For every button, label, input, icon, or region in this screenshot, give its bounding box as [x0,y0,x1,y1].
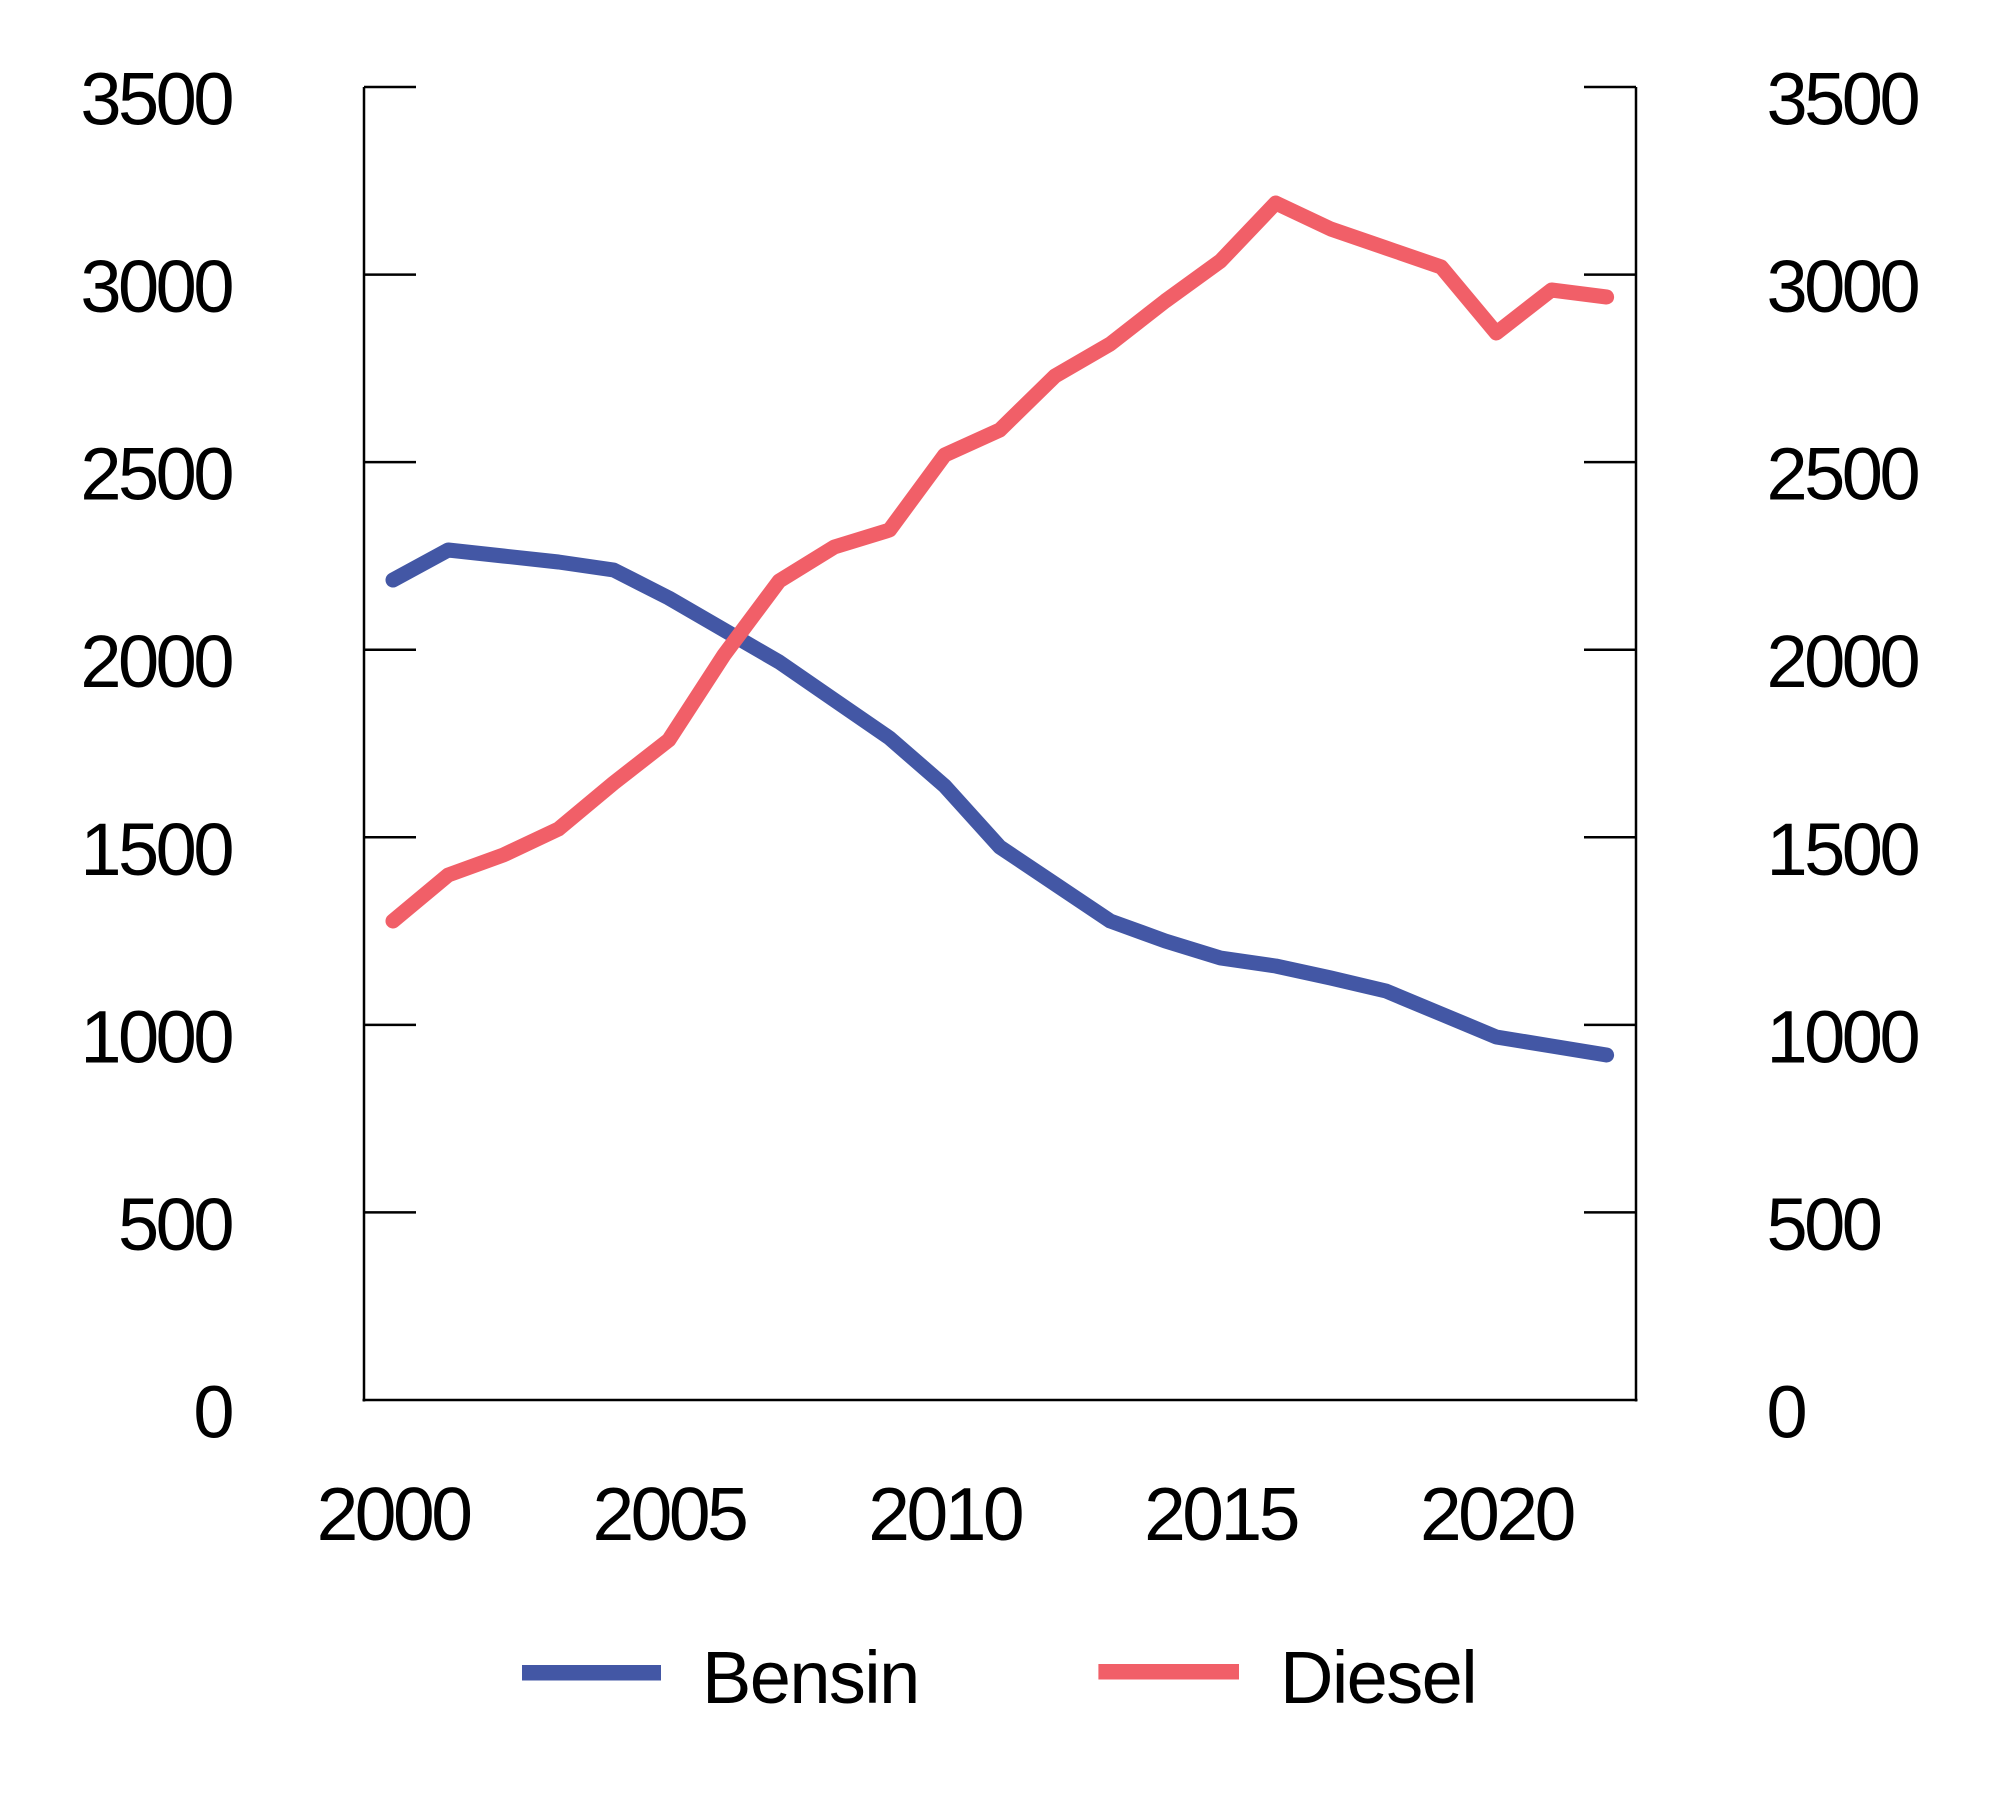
svg-text:2010: 2010 [868,1472,1022,1556]
svg-text:1000: 1000 [80,995,232,1078]
svg-text:1000: 1000 [1767,995,1919,1078]
svg-text:3500: 3500 [1767,58,1919,141]
svg-text:1500: 1500 [80,808,232,891]
svg-text:3000: 3000 [1767,245,1919,328]
svg-text:Diesel: Diesel [1280,1636,1476,1719]
svg-text:0: 0 [193,1371,232,1454]
svg-text:2500: 2500 [80,433,232,516]
svg-text:2015: 2015 [1144,1472,1298,1556]
svg-text:2020: 2020 [1420,1472,1574,1556]
svg-text:2000: 2000 [1767,620,1919,703]
svg-text:2500: 2500 [1767,433,1919,516]
svg-text:3500: 3500 [80,58,232,141]
svg-text:Bensin: Bensin [702,1636,919,1719]
svg-text:2000: 2000 [317,1472,471,1556]
svg-text:0: 0 [1767,1371,1806,1454]
svg-text:3000: 3000 [80,245,232,328]
svg-text:1500: 1500 [1767,808,1919,891]
svg-text:2000: 2000 [80,620,232,703]
svg-text:2005: 2005 [592,1472,746,1556]
svg-text:500: 500 [118,1183,232,1266]
svg-text:500: 500 [1767,1183,1881,1266]
